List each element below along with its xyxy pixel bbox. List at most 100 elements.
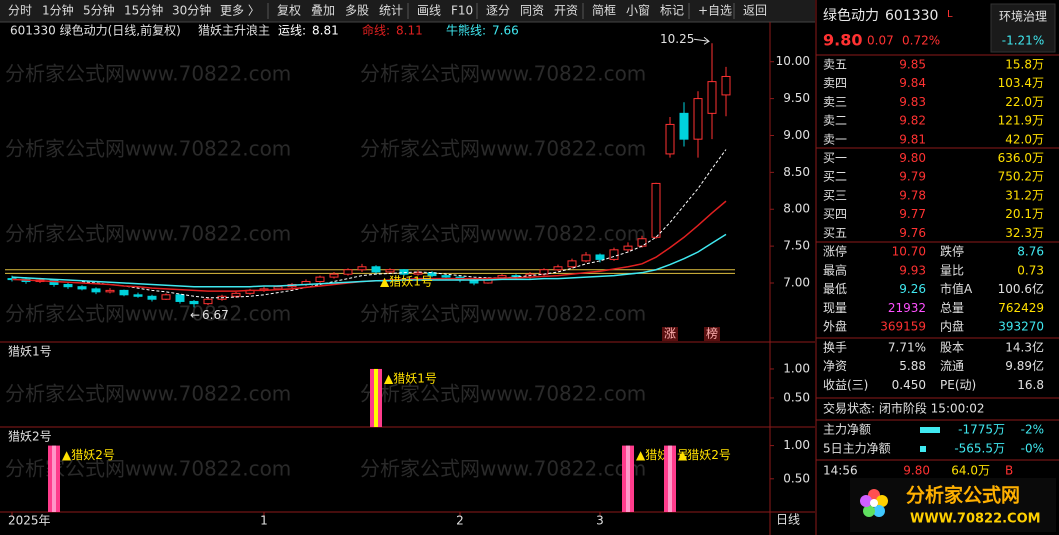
book-volume: 103.4万 [998,76,1044,90]
toolbar-item[interactable]: F10 [451,4,473,18]
stat-value: 14.3亿 [1005,340,1044,355]
tick-time: 14:56 [823,464,858,478]
stat-value: 9.26 [899,282,926,296]
candle-body [273,286,283,290]
stat-label: 净资 [823,359,847,373]
toolbar-item[interactable]: 多股 [345,4,369,18]
y-tick-label: 7.00 [783,276,810,290]
x-tick-label: 2 [456,514,464,528]
watermark: 分析家公式网www.70822.com [5,457,291,481]
toolbar-item[interactable]: 30分钟 [172,3,211,18]
stat-value: 393270 [998,320,1044,334]
sector-name[interactable]: 环境治理 [999,9,1047,24]
toolbar-item[interactable]: 统计 [379,4,403,18]
toolbar-item[interactable]: 叠加 [311,4,335,18]
candle-body [63,283,73,288]
stat-value: 369159 [880,320,926,334]
candle-body [119,289,129,296]
book-price: 9.78 [899,188,926,202]
toolbar-item[interactable]: 15分钟 [124,3,163,18]
candle-body [581,254,591,262]
stat-value: 9.89亿 [1005,358,1044,373]
marker-label: 榜 [706,326,718,341]
book-volume: 636.0万 [998,151,1044,165]
book-volume: 121.9万 [998,114,1044,128]
book-label: 买二 [823,170,847,184]
book-price: 9.84 [899,76,926,90]
candle-body [385,269,395,273]
sector-box [990,3,1056,53]
toolbar-item[interactable]: 5分钟 [83,3,115,18]
stat-label: 内盘 [940,319,964,334]
book-price: 9.82 [899,114,926,128]
stat-label: 外盘 [823,319,847,334]
candle-body [693,98,703,140]
book-volume: 31.2万 [1005,188,1044,202]
candle-body [133,294,143,297]
book-volume: 22.0万 [1005,95,1044,109]
trade-status: 交易状态: 闭市阶段 15:00:02 [823,401,985,416]
logo-petal [860,495,872,507]
signal-label: ▲猎妖2号 [678,448,731,462]
line-value: 8.81 [312,24,339,38]
toolbar-item[interactable]: 同资 [520,4,544,18]
stock-flag: L [947,9,953,20]
marker-label: 涨 [664,326,676,341]
book-price: 9.79 [899,170,926,184]
tick-volume: 64.0万 [951,464,990,478]
flow-pct: -0% [1021,442,1044,456]
stat-label: 流通 [940,359,964,373]
toolbar-item[interactable]: 分时 [8,4,32,18]
stat-value: 0.450 [892,378,926,392]
toolbar-item[interactable]: 更多 〉 [220,4,260,18]
toolbar-item[interactable]: 标记 [660,4,684,18]
toolbar-item[interactable]: 1分钟 [42,3,74,18]
candle-body [91,288,101,293]
candle-body [609,249,619,260]
stock-code: 601330 [885,8,938,24]
flow-bar [920,446,926,452]
toolbar-item[interactable]: 复权 [277,4,301,18]
toolbar-item[interactable]: 小窗 [626,4,650,18]
stat-label: 收益(三) [823,378,868,392]
toolbar-item[interactable]: +自选 [698,4,732,18]
chart-title: 601330 绿色动力(日线,前复权) [10,23,181,38]
candle-body [679,112,689,140]
flow-label: 5日主力净额 [823,442,891,456]
toolbar-item[interactable]: 开资 [554,4,578,18]
signal-label: ▲猎妖2号 [62,448,115,462]
stat-label: 换手 [823,341,847,355]
signal-stripe [626,445,630,512]
book-label: 买四 [823,207,847,221]
watermark: 分析家公式网www.70822.com [360,302,646,326]
stat-label: 总量 [940,301,964,315]
book-label: 卖三 [823,95,847,109]
candle-body [665,123,675,155]
candle-body [567,260,577,268]
stat-value: 10.70 [892,245,926,259]
candle-body [343,269,353,275]
toolbar-item[interactable]: 返回 [743,4,767,18]
candle-body [651,182,661,238]
book-price: 9.81 [899,132,926,146]
toolbar-item[interactable]: 画线 [417,4,441,18]
tick-price: 9.80 [903,464,930,478]
stat-value: 21932 [888,301,926,315]
stat-value: 5.88 [899,359,926,373]
stat-value: 7.71% [888,341,926,355]
stat-label: 股本 [940,341,964,355]
logo-center [870,499,878,507]
flow-value: -1775万 [958,423,1005,437]
change: 0.07 [867,34,894,48]
trough-arrow: ← [190,308,200,322]
stat-value: 100.6亿 [998,281,1044,296]
sector-change: -1.21% [1002,34,1044,48]
toolbar-item[interactable]: 简框 [592,4,616,18]
book-volume: 42.0万 [1005,132,1044,146]
panel-title: 猎妖1号 [8,345,52,359]
candle-body [413,272,423,275]
toolbar-item[interactable]: 逐分 [486,4,510,18]
book-price: 9.83 [899,95,926,109]
